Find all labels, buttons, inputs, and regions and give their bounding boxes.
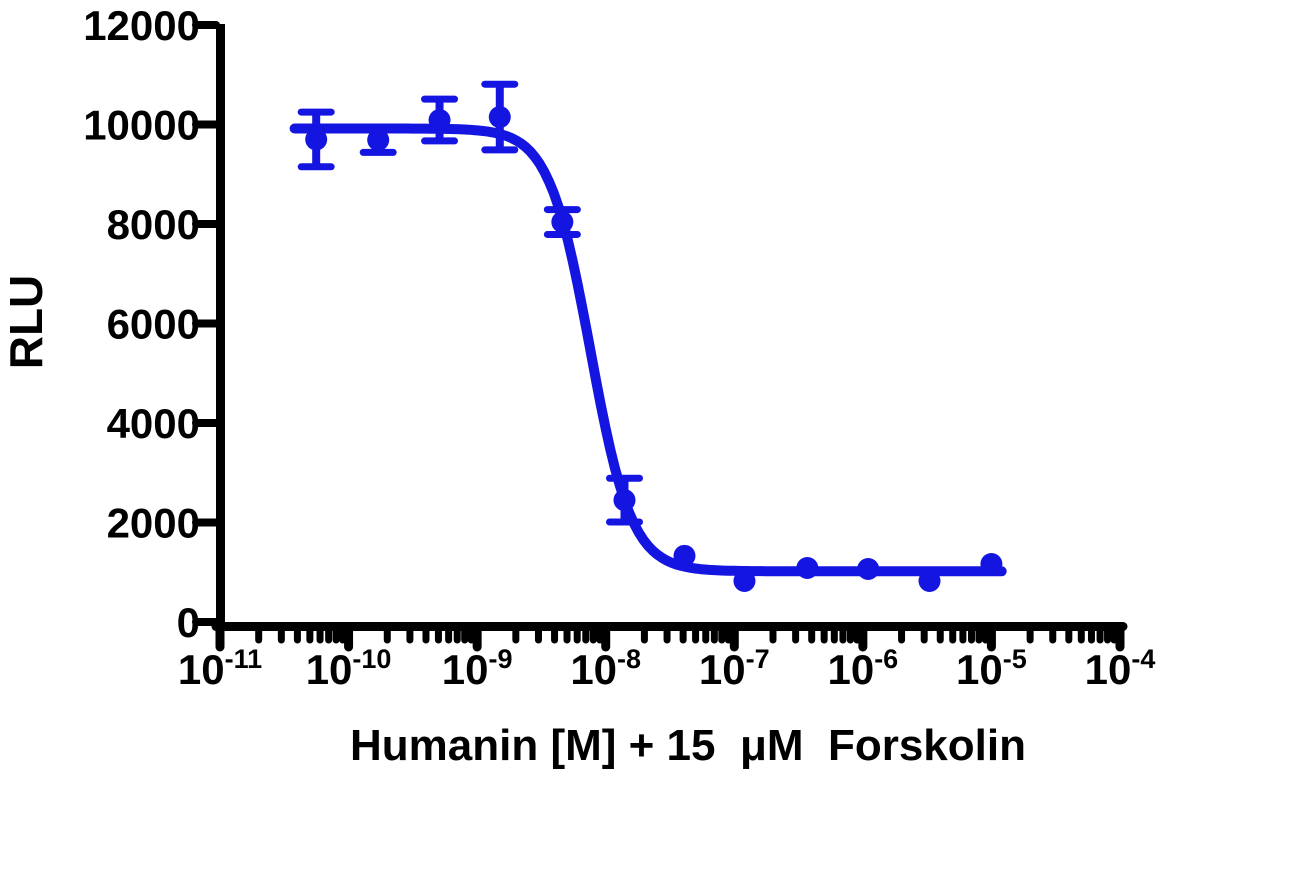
data-point [428, 109, 451, 132]
data-point [796, 557, 819, 580]
data-point [551, 211, 574, 234]
fit-curve [289, 123, 1007, 577]
data-point [733, 569, 756, 592]
x-tick-label: 10-10 [306, 644, 392, 693]
data-point [488, 106, 511, 129]
y-tick-label: 2000 [107, 500, 200, 547]
tick-labels-layer: 0 2000 4000 6000 8000 10000 12000 10-11 10-10 10-… [83, 2, 1155, 693]
data-point [305, 128, 328, 151]
y-tick-label: 4000 [107, 400, 200, 447]
y-tick-label: 8000 [107, 201, 200, 248]
y-tick-label: 6000 [107, 301, 200, 348]
x-axis-title: Humanin [M] + 15 μM Forskolin [350, 721, 1026, 770]
data-point [367, 128, 390, 151]
x-tick-label: 10-5 [956, 644, 1027, 693]
y-tick-label: 12000 [83, 2, 200, 49]
x-tick-label: 10-11 [178, 644, 262, 693]
y-tick-label: 10000 [83, 102, 200, 149]
data-point [613, 489, 636, 512]
data-point [980, 553, 1003, 576]
y-axis-title: RLU [0, 275, 52, 370]
data-point [857, 558, 880, 581]
x-tick-label: 10-7 [699, 644, 770, 693]
axis-lines-layer [211, 24, 1128, 631]
data-point [918, 569, 941, 592]
x-tick-label: 10-4 [1085, 644, 1156, 693]
x-tick-label: 10-6 [827, 644, 898, 693]
y-tick-label: 0 [177, 599, 200, 646]
x-tick-label: 10-8 [570, 644, 641, 693]
data-point [673, 544, 696, 567]
x-tick-label: 10-9 [442, 644, 513, 693]
data-series-layer [289, 80, 1007, 592]
